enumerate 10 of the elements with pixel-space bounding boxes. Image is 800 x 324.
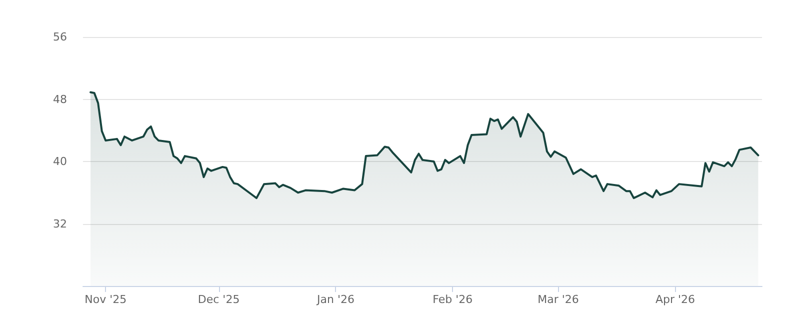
x-tick-label: Mar '26: [538, 293, 579, 306]
y-tick-label: 48: [53, 92, 67, 106]
x-tick-label: Jan '26: [316, 293, 354, 306]
x-tick-label: Nov '25: [84, 293, 127, 306]
x-tick-label: Dec '25: [198, 293, 240, 306]
y-tick-label: 40: [53, 155, 67, 168]
x-tick-label: Feb '26: [432, 293, 473, 306]
x-tick-label: Apr '26: [655, 293, 696, 306]
y-tick-label: 32: [53, 217, 67, 230]
y-tick-label: 56: [53, 30, 67, 44]
